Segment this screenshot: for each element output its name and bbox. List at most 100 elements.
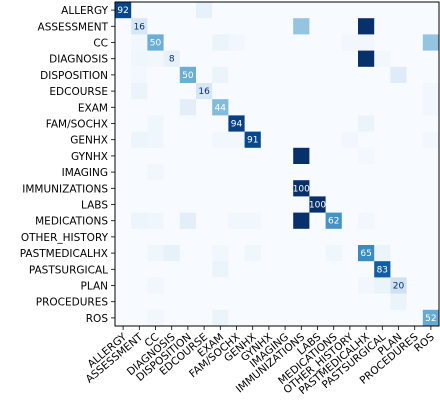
heatmap-cell (147, 83, 164, 100)
heatmap-cell (244, 34, 262, 51)
heatmap-cell (358, 34, 375, 51)
heatmap-cell (390, 34, 407, 51)
heatmap-cell (163, 164, 181, 181)
heatmap-cell (293, 245, 310, 262)
heatmap-cell (131, 196, 148, 213)
heatmap-cell (277, 293, 294, 311)
heatmap-cell (309, 277, 326, 294)
plot-frame (114, 1, 440, 327)
y-tick-label: PASTSURGICAL (29, 264, 108, 276)
heatmap-cell (228, 18, 245, 35)
heatmap-cell (244, 245, 262, 262)
cell-value-label: 94 (231, 120, 243, 130)
heatmap-cell (131, 99, 148, 116)
heatmap-cell (277, 83, 294, 100)
heatmap-cell (131, 245, 148, 262)
y-tick-label: PROCEDURES (36, 297, 109, 309)
heatmap-cell (325, 261, 343, 278)
y-tick-label: PLAN (81, 281, 108, 293)
heatmap-cell (131, 131, 148, 149)
heatmap-cell (179, 50, 197, 68)
cell-value-label: 50 (182, 71, 194, 81)
heatmap-cell (179, 196, 197, 213)
heatmap-cell (325, 293, 343, 311)
heatmap-cell (163, 196, 181, 213)
heatmap-cell (309, 115, 326, 132)
heatmap-cell (179, 164, 197, 181)
heatmap-cell (179, 115, 197, 132)
heatmap-cell (374, 18, 391, 35)
heatmap-cell (422, 147, 440, 165)
heatmap-cell (374, 180, 391, 197)
heatmap-cell (196, 2, 213, 19)
heatmap-cell (341, 18, 359, 35)
heatmap-cell (406, 131, 424, 149)
heatmap-cell (422, 50, 440, 68)
heatmap-cell (341, 131, 359, 149)
heatmap-cell (147, 18, 164, 35)
heatmap-cell (341, 245, 359, 262)
heatmap-cell (390, 131, 407, 149)
y-tick-label: IMAGING (62, 167, 108, 179)
heatmap-cell (260, 309, 278, 327)
heatmap-cell (293, 2, 310, 19)
heatmap-cell (131, 212, 148, 230)
heatmap-cell (196, 115, 213, 132)
heatmap-cell (406, 212, 424, 230)
heatmap-cell (358, 131, 375, 149)
heatmap-cell (260, 245, 278, 262)
heatmap-cell (131, 228, 148, 246)
heatmap-cell (358, 83, 375, 100)
heatmap-cell (358, 99, 375, 116)
heatmap-cell (341, 277, 359, 294)
heatmap-cell (115, 2, 132, 19)
heatmap-cell (196, 180, 213, 197)
heatmap-cell (115, 309, 132, 327)
heatmap-cell (244, 2, 262, 19)
heatmap-cell (260, 34, 278, 51)
heatmap-cell (325, 66, 343, 84)
heatmap-cell (212, 66, 229, 84)
heatmap-cell (228, 196, 245, 213)
heatmap-cell (260, 50, 278, 68)
heatmap-cell (196, 261, 213, 278)
heatmap-cell (422, 2, 440, 19)
heatmap-cell (325, 196, 343, 213)
cell-value-label: 8 (169, 55, 175, 65)
heatmap-cell (196, 131, 213, 149)
heatmap-cell (406, 83, 424, 100)
heatmap-cell (374, 131, 391, 149)
heatmap-cell (358, 293, 375, 311)
heatmap-cell (277, 277, 294, 294)
heatmap-cell (277, 196, 294, 213)
heatmap-cell (293, 83, 310, 100)
heatmap-cell (131, 277, 148, 294)
heatmap-cell (115, 50, 132, 68)
heatmap-cell (390, 147, 407, 165)
heatmap-cell (341, 180, 359, 197)
heatmap-cell (131, 147, 148, 165)
heatmap-cell (293, 147, 310, 165)
heatmap-cell (325, 2, 343, 19)
y-tick-label: EDCOURSE (49, 86, 108, 98)
heatmap-cell (196, 34, 213, 51)
heatmap-cell (309, 180, 326, 197)
heatmap-cell (422, 196, 440, 213)
heatmap-cell (131, 115, 148, 132)
y-tick-label: OTHER_HISTORY (21, 232, 109, 244)
heatmap-cell (228, 99, 245, 116)
heatmap-cell (390, 228, 407, 246)
heatmap-cell (309, 18, 326, 35)
heatmap-cell (260, 147, 278, 165)
heatmap-cell (228, 180, 245, 197)
heatmap-cell (422, 34, 440, 51)
heatmap-cell (244, 50, 262, 68)
heatmap-cell (390, 50, 407, 68)
heatmap-cell (228, 212, 245, 230)
heatmap-cell (228, 34, 245, 51)
heatmap-cell (244, 18, 262, 35)
heatmap-cell (358, 309, 375, 327)
heatmap-cell (325, 115, 343, 132)
x-axis-ticks: ALLERGYASSESSMENTCCDIAGNOSISDISPOSITIONE… (84, 326, 437, 397)
